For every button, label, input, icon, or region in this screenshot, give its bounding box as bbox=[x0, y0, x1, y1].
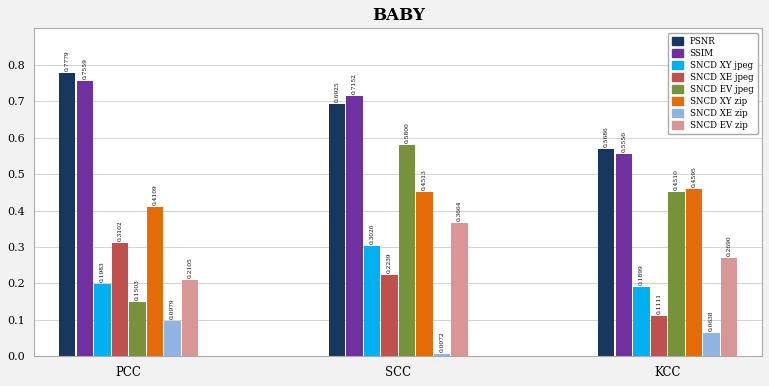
Text: 0.7559: 0.7559 bbox=[82, 58, 88, 79]
Text: 0.7152: 0.7152 bbox=[352, 73, 357, 94]
Bar bbox=[651, 316, 667, 356]
Text: 0.0072: 0.0072 bbox=[440, 331, 444, 352]
Bar bbox=[182, 279, 198, 356]
Bar bbox=[346, 96, 362, 356]
Text: 0.4109: 0.4109 bbox=[152, 184, 158, 205]
Bar bbox=[704, 333, 720, 356]
Text: 0.5800: 0.5800 bbox=[404, 122, 410, 143]
Bar bbox=[668, 192, 684, 356]
Title: BABY: BABY bbox=[371, 7, 424, 24]
Text: 0.4513: 0.4513 bbox=[422, 169, 427, 190]
Text: 0.2239: 0.2239 bbox=[387, 252, 392, 273]
Bar bbox=[381, 275, 398, 356]
Text: 0.5686: 0.5686 bbox=[604, 127, 609, 147]
Text: 0.4510: 0.4510 bbox=[674, 169, 679, 190]
Text: 0.0979: 0.0979 bbox=[170, 298, 175, 319]
Text: 0.0638: 0.0638 bbox=[709, 311, 714, 331]
Bar bbox=[686, 189, 702, 356]
Bar bbox=[634, 287, 650, 356]
Bar bbox=[112, 243, 128, 356]
Text: 0.2690: 0.2690 bbox=[727, 236, 731, 256]
Text: 0.2105: 0.2105 bbox=[188, 257, 192, 278]
Legend: PSNR, SSIM, SNCD XY jpeg, SNCD XE jpeg, SNCD EV jpeg, SNCD XY zip, SNCD XE zip, : PSNR, SSIM, SNCD XY jpeg, SNCD XE jpeg, … bbox=[668, 32, 757, 134]
Text: 0.1899: 0.1899 bbox=[639, 264, 644, 285]
Text: 0.3664: 0.3664 bbox=[457, 200, 462, 221]
Text: 0.1983: 0.1983 bbox=[100, 262, 105, 282]
Bar bbox=[165, 321, 181, 356]
Bar bbox=[434, 354, 450, 356]
Text: 0.5556: 0.5556 bbox=[621, 131, 627, 152]
Bar bbox=[95, 284, 111, 356]
Text: 0.3102: 0.3102 bbox=[118, 221, 122, 241]
Bar bbox=[399, 145, 415, 356]
Bar bbox=[721, 258, 737, 356]
Bar bbox=[59, 73, 75, 356]
Bar bbox=[616, 154, 632, 356]
Bar bbox=[329, 104, 345, 356]
Text: 0.4595: 0.4595 bbox=[691, 166, 697, 187]
Text: 0.1503: 0.1503 bbox=[135, 279, 140, 300]
Bar bbox=[129, 301, 145, 356]
Text: 0.3020: 0.3020 bbox=[369, 224, 375, 244]
Bar bbox=[364, 246, 380, 356]
Bar bbox=[77, 81, 93, 356]
Bar bbox=[417, 192, 433, 356]
Bar bbox=[598, 149, 614, 356]
Text: 0.1111: 0.1111 bbox=[657, 293, 661, 314]
Text: 0.7779: 0.7779 bbox=[65, 50, 70, 71]
Bar bbox=[147, 207, 163, 356]
Bar bbox=[451, 223, 468, 356]
Text: 0.6925: 0.6925 bbox=[335, 81, 339, 102]
